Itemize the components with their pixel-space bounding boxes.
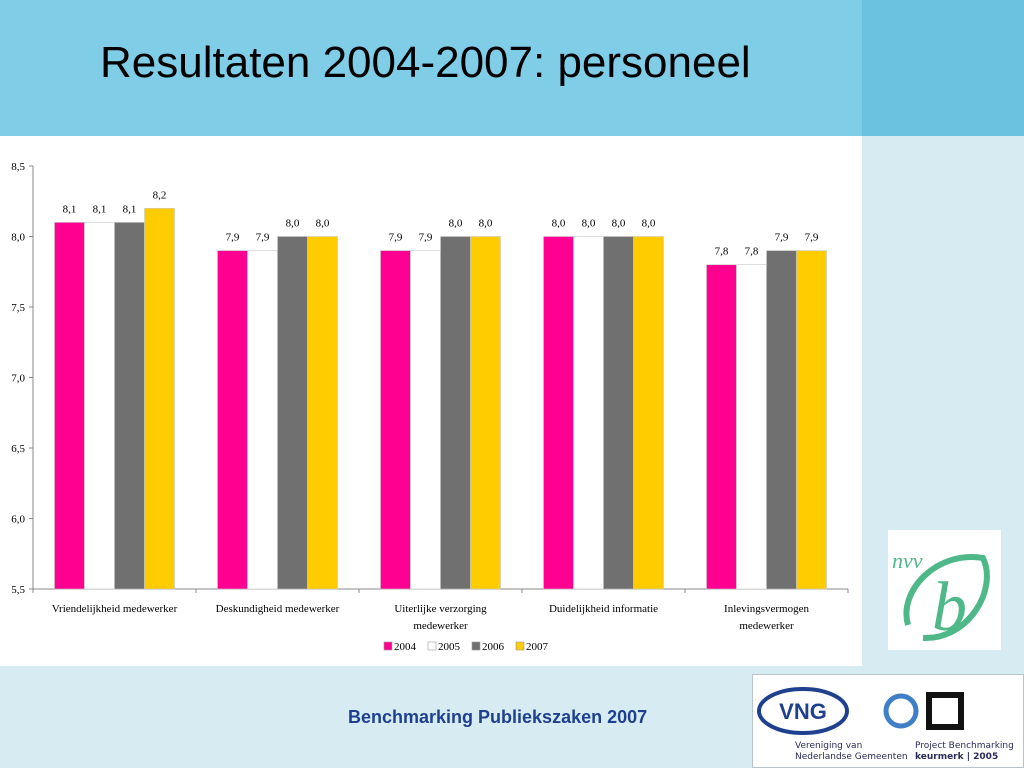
nvvb-logo-icon: nvv b [892, 548, 990, 646]
legend-swatch [515, 641, 525, 651]
bar [573, 236, 604, 590]
y-tick-label: 7,0 [11, 373, 25, 385]
bar [114, 222, 145, 590]
bar [706, 264, 737, 590]
data-label: 8,0 [449, 218, 463, 230]
data-label: 7,9 [256, 232, 270, 244]
y-tick-label: 7,5 [11, 302, 25, 314]
bar [144, 208, 175, 590]
y-tick-label: 5,5 [11, 584, 25, 596]
x-category-label: Vriendelijkheid medewerker [52, 603, 178, 615]
vng-logo-icon: VNG [757, 687, 964, 735]
legend-label: 2007 [526, 641, 549, 653]
data-label: 8,0 [286, 218, 300, 230]
data-label: 8,0 [479, 218, 493, 230]
y-tick-label: 8,5 [11, 161, 25, 173]
y-tick-label: 8,0 [11, 232, 25, 244]
nvvb-logo: nvv b [888, 530, 1001, 650]
data-label: 8,0 [316, 218, 330, 230]
legend-label: 2006 [482, 641, 505, 653]
y-tick-label: 6,5 [11, 443, 25, 455]
data-label: 7,9 [419, 232, 433, 244]
x-category-label: medewerker [739, 620, 794, 632]
bar [766, 250, 797, 590]
bar [247, 250, 278, 590]
bar-chart: 5,5 6,0 6,5 7,0 7,5 8,0 8,5 8,1 8,1 8,1 8,2 Vriende… [11, 161, 849, 653]
bar [84, 222, 115, 590]
bar [217, 250, 248, 590]
nvvb-logo-text: nvv [892, 548, 923, 573]
bar [410, 250, 441, 590]
legend-label: 2005 [438, 641, 461, 653]
vng-logo-text: VNG [779, 699, 827, 724]
bar [736, 264, 767, 590]
bar [633, 236, 664, 590]
vng-logo-panel: VNG Vereniging van Nederlandse Gemeenten… [752, 674, 1024, 768]
data-label: 7,9 [226, 232, 240, 244]
legend-swatch [427, 641, 437, 651]
x-category-label: Duidelijkheid informatie [549, 603, 658, 615]
vng-subtitle: Vereniging van Nederlandse Gemeenten [795, 741, 908, 762]
bar [603, 236, 634, 590]
legend-label: 2004 [394, 641, 417, 653]
data-label: 7,8 [745, 246, 759, 258]
slide-title: Resultaten 2004-2007: personeel [100, 38, 751, 87]
project-benchmarking-subtitle: Project Benchmarking keurmerk | 2005 [915, 741, 1014, 762]
y-tick-label: 6,0 [11, 514, 25, 526]
footer-text: Benchmarking Publiekszaken 2007 [348, 707, 648, 727]
data-label: 8,0 [552, 218, 566, 230]
bar [380, 250, 411, 590]
data-label: 8,0 [642, 218, 656, 230]
bar [277, 236, 308, 590]
data-label: 7,9 [805, 232, 819, 244]
x-category-label: Deskundigheid medewerker [216, 603, 340, 615]
bar [54, 222, 85, 590]
data-label: 8,1 [93, 203, 107, 215]
bar [440, 236, 471, 590]
nvvb-logo-mark: b [932, 569, 967, 646]
chart-panel: 5,5 6,0 6,5 7,0 7,5 8,0 8,5 8,1 8,1 8,1 8,2 Vriende… [0, 136, 862, 666]
x-category-label: Inlevingsvermogen [724, 603, 809, 615]
data-label: 7,9 [389, 232, 403, 244]
data-label: 8,1 [63, 203, 77, 215]
data-label: 8,0 [612, 218, 626, 230]
bar [543, 236, 574, 590]
x-category-label: medewerker [413, 620, 468, 632]
data-label: 8,0 [582, 218, 596, 230]
legend-swatch [471, 641, 481, 651]
title-bar [0, 0, 862, 136]
bar [470, 236, 501, 590]
data-label: 7,9 [775, 232, 789, 244]
bar [796, 250, 827, 590]
bar [307, 236, 338, 590]
data-label: 8,2 [153, 189, 167, 201]
x-category-label: Uiterlijke verzorging [394, 603, 487, 615]
legend-swatch [383, 641, 393, 651]
data-label: 8,1 [123, 203, 137, 215]
data-label: 7,8 [715, 246, 729, 258]
title-bar-accent [862, 0, 1024, 136]
